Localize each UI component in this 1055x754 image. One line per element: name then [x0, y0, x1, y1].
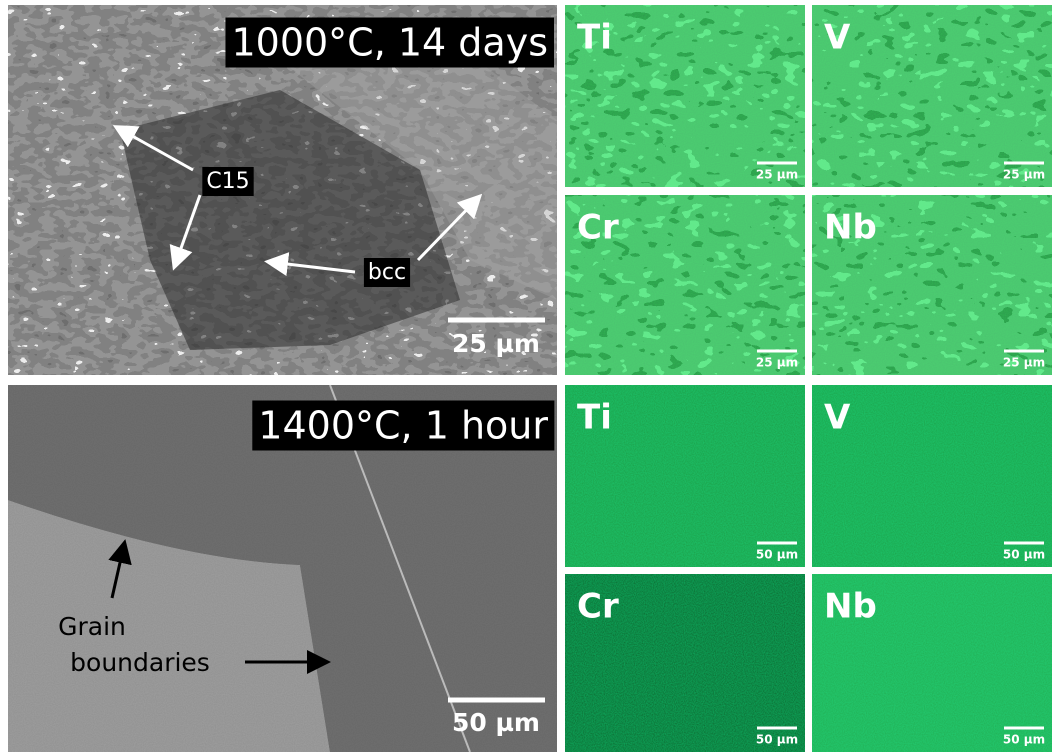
element-label: Cr — [577, 208, 619, 248]
phase-label: bcc — [368, 260, 406, 285]
panel-title: 1400°C, 1 hour — [258, 404, 548, 448]
element-label: Nb — [824, 587, 877, 627]
scale-bar-label: 25 µm — [452, 329, 540, 358]
panel-title-group: 1000°C, 14 days — [225, 18, 554, 68]
scale-bar-label: 25 µm — [1003, 168, 1045, 182]
phase-label-group: C15 — [202, 167, 253, 196]
scale-bar-label: 25 µm — [756, 356, 798, 370]
figure: Ti 25 µm V 25 µm Cr 25 µm Nb 25 µm Ti 50 µm V 50 µm… — [0, 0, 1055, 754]
panel-title-group: 1400°C, 1 hour — [252, 401, 554, 451]
phase-label-group: bcc — [364, 258, 410, 287]
scale-bar-label: 25 µm — [1003, 356, 1045, 370]
scale-bar-label: 25 µm — [756, 168, 798, 182]
scale-bar-label: 50 µm — [756, 548, 798, 562]
annotation: Grain — [58, 612, 126, 641]
scale-bar-label: 50 µm — [756, 733, 798, 747]
element-label: Cr — [577, 587, 619, 627]
element-label: Ti — [577, 398, 612, 438]
phase-label: C15 — [206, 169, 249, 194]
annotation: boundaries — [70, 648, 210, 677]
panel-title: 1000°C, 14 days — [231, 21, 548, 65]
scale-bar-label: 50 µm — [452, 708, 540, 737]
element-label: V — [824, 398, 851, 438]
element-label: Nb — [824, 208, 877, 248]
scale-bar-label: 50 µm — [1003, 733, 1045, 747]
element-label: Ti — [577, 18, 612, 58]
scale-bar-label: 50 µm — [1003, 548, 1045, 562]
element-label: V — [824, 18, 851, 58]
